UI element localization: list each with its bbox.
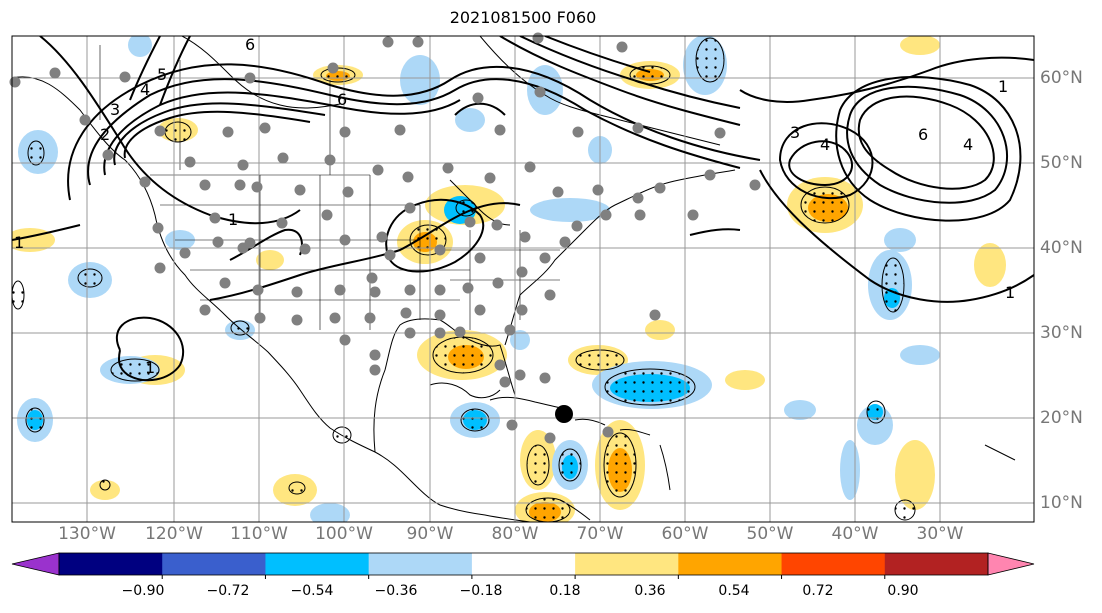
longitude-label: 80°W bbox=[491, 524, 539, 544]
contour-label: 4 bbox=[140, 80, 150, 99]
colorbar-extend-high bbox=[987, 552, 1035, 576]
latitude-label: 20°N bbox=[1040, 408, 1083, 428]
contour-label: 1 bbox=[1005, 283, 1015, 302]
colorbar-segment bbox=[884, 553, 989, 575]
colorbar-tick-label: −0.90 bbox=[121, 583, 165, 599]
colorbar-segment bbox=[678, 553, 783, 575]
contour-label: 5 bbox=[157, 65, 167, 84]
colorbar-frame bbox=[58, 552, 989, 576]
contour-labels: 6 6 5 4 3 2 1 1 3 4 6 4 1 1 1 bbox=[14, 35, 1015, 377]
colorbar-tick-label: −0.54 bbox=[290, 583, 334, 599]
colorbar-tick-label: 0.54 bbox=[718, 583, 750, 599]
storm-center-marker bbox=[555, 405, 573, 423]
contour-label: 6 bbox=[245, 35, 255, 54]
colorbar-segment bbox=[471, 553, 576, 575]
colorbar-segment bbox=[781, 553, 886, 575]
colorbar-segment bbox=[162, 553, 266, 575]
colorbar-tick-label: −0.18 bbox=[459, 583, 503, 599]
contour-label: 3 bbox=[790, 123, 800, 142]
longitude-label: 70°W bbox=[576, 524, 624, 544]
contour-label: 1 bbox=[145, 358, 155, 377]
latitude-label: 60°N bbox=[1040, 68, 1083, 88]
contour-lines bbox=[12, 36, 1034, 382]
colorbar-segment bbox=[368, 553, 473, 575]
contour-label: 1 bbox=[998, 77, 1008, 96]
colorbar-extend-low bbox=[11, 552, 60, 576]
contour-label: 2 bbox=[100, 125, 110, 144]
contour-label: 1 bbox=[14, 233, 24, 252]
colorbar-tick-label: 0.18 bbox=[549, 583, 581, 599]
longitude-label: 30°W bbox=[916, 524, 964, 544]
contour-label: 6 bbox=[337, 90, 347, 109]
colorbar-tick-label: −0.36 bbox=[374, 583, 418, 599]
colorbar-tick-label: 0.90 bbox=[887, 583, 919, 599]
latitude-label: 40°N bbox=[1040, 238, 1083, 258]
map-frame bbox=[11, 35, 1035, 523]
colorbar-segment bbox=[59, 553, 163, 575]
colorbar-segment bbox=[575, 553, 679, 575]
contour-label: 1 bbox=[228, 210, 238, 229]
coastlines bbox=[12, 36, 1016, 522]
longitude-label: 90°W bbox=[406, 524, 454, 544]
longitude-label: 50°W bbox=[746, 524, 794, 544]
contour-label: 4 bbox=[820, 135, 830, 154]
longitude-label: 100°W bbox=[315, 524, 373, 544]
contour-label: 6 bbox=[918, 125, 928, 144]
latitude-label: 50°N bbox=[1040, 153, 1083, 173]
longitude-label: 60°W bbox=[661, 524, 709, 544]
latitude-label: 10°N bbox=[1040, 493, 1083, 513]
colorbar bbox=[11, 552, 1035, 579]
longitude-label: 40°W bbox=[831, 524, 879, 544]
colorbar-tick-label: 0.36 bbox=[634, 583, 666, 599]
contour-label: 3 bbox=[110, 100, 120, 119]
longitude-label: 110°W bbox=[230, 524, 288, 544]
colorbar-segment bbox=[265, 553, 370, 575]
contour-label: 4 bbox=[963, 135, 973, 154]
station-markers bbox=[9, 32, 761, 444]
colorbar-tick-label: 0.72 bbox=[802, 583, 834, 599]
latitude-label: 30°N bbox=[1040, 323, 1083, 343]
longitude-label: 120°W bbox=[145, 524, 203, 544]
map-title: 2021081500 F060 bbox=[449, 8, 597, 27]
longitude-label: 130°W bbox=[58, 524, 116, 544]
colorbar-tick-label: −0.72 bbox=[206, 583, 250, 599]
